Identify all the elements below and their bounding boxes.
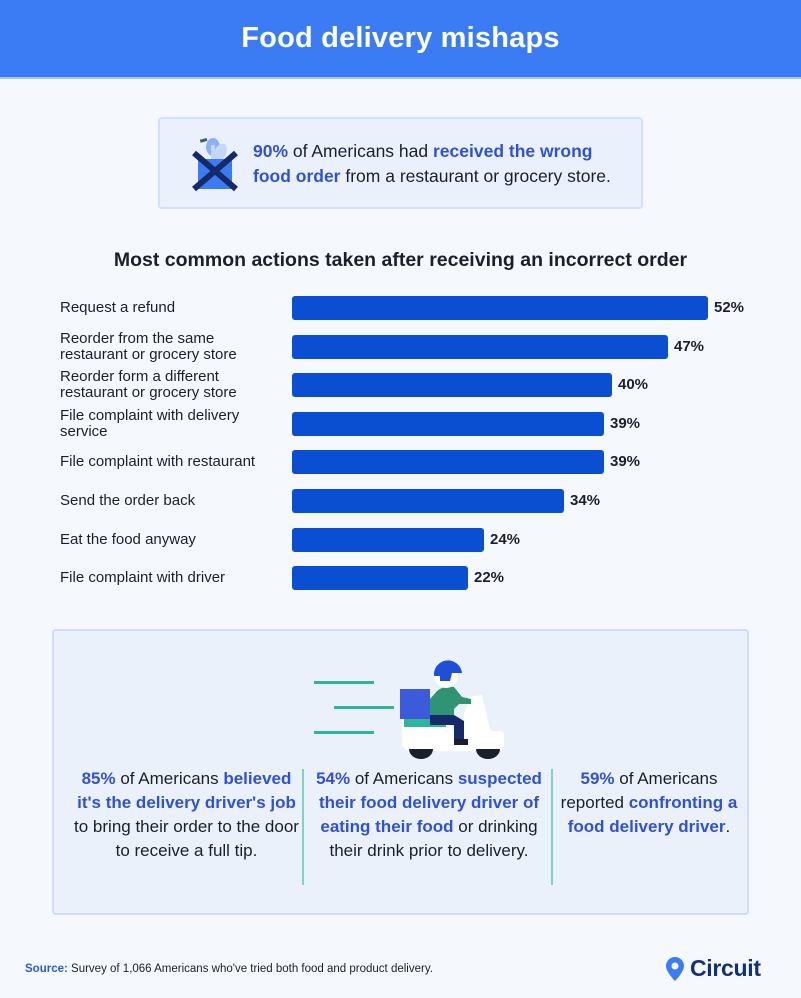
callout-stat: 90% (253, 141, 289, 161)
bar (292, 527, 484, 552)
divider (302, 769, 304, 885)
chart-row: File complaint with driver 22% (0, 559, 801, 597)
bar (292, 450, 604, 475)
stat-text-before: of Americans (115, 769, 224, 788)
stat-driver-eating: 54% of Americans suspected their food de… (309, 767, 549, 863)
bar-chart: Request a refund 52% Reorder from the same… (0, 289, 801, 597)
chart-row: Reorder from the same restaurant or groc… (0, 328, 801, 366)
bar-label: Request a refund (60, 299, 176, 316)
stat-text-after: to bring their order to the door to rece… (74, 817, 299, 860)
stats-panel: 85% of Americans believed it's the deliv… (52, 629, 749, 915)
callout-highlight: received the wrong food order (253, 141, 593, 186)
source-text: Survey of 1,066 Americans who've tried b… (67, 963, 433, 975)
header-banner: Food delivery mishaps (0, 0, 801, 79)
stat-text-before: of Americans reported (560, 769, 718, 812)
stat-driver-job: 85% of Americans believed it's the deliv… (74, 767, 299, 863)
callout-box: 90% of Americans had received the wrong … (158, 117, 643, 209)
callout-text: 90% of Americans had received the wrong … (253, 139, 633, 189)
chart-row: Eat the food anyway 24% (0, 521, 801, 559)
bar-label: Eat the food anyway (60, 530, 196, 548)
bar-label: File complaint with driver (60, 569, 226, 587)
bar (292, 334, 668, 359)
bar-label: Reorder form a different restaurant or g… (60, 368, 237, 402)
chart-title: Most common actions taken after receivin… (113, 249, 688, 271)
source-label: Source: (25, 963, 68, 975)
stat-highlight: believed it's the delivery driver's job (77, 769, 296, 812)
bar-label: File complaint with delivery service (60, 406, 240, 440)
bar-label: Reorder from the same restaurant or groc… (60, 329, 237, 363)
bar-value: 39% (610, 414, 641, 432)
page-title: Food delivery mishaps (241, 22, 560, 54)
callout-text-before: of Americans had (288, 141, 433, 161)
chart-row: Reorder form a different restaurant or g… (0, 366, 801, 404)
stat-text-after: or drinking their drink prior to deliver… (329, 817, 538, 860)
stat-confronting-driver: 59% of Americans reported confronting a … (559, 767, 739, 839)
grocery-bag-crossed-icon (192, 137, 238, 192)
bar-value: 34% (570, 492, 601, 509)
bar-value: 52% (714, 299, 745, 316)
stat-text-before: of Americans (350, 769, 458, 788)
callout-text-after: from a restaurant or grocery store. (340, 166, 611, 186)
bar-value: 40% (618, 376, 649, 394)
logo-text: Circuit (690, 955, 761, 981)
stat-text-after: . (725, 817, 731, 836)
stat-value: 85% (81, 769, 116, 788)
bar-label: Send the order back (60, 492, 196, 509)
bar (292, 489, 564, 513)
bar-value: 24% (490, 530, 521, 548)
bar (292, 566, 468, 591)
bar-label: File complaint with restaurant (60, 453, 256, 471)
map-pin-icon (666, 956, 684, 981)
chart-row: File complaint with restaurant 39% (0, 443, 801, 481)
chart-row: File complaint with delivery service 39% (0, 405, 801, 443)
stat-highlight: confronting a food delivery driver (567, 793, 738, 836)
bar (292, 411, 604, 436)
scooter-delivery-icon (314, 660, 504, 759)
chart-row: Request a refund 52% (0, 289, 801, 327)
stat-highlight: suspected their food delivery driver of … (318, 769, 542, 836)
chart-row: Send the order back 34% (0, 482, 801, 520)
source-note: Source: Survey of 1,066 Americans who've… (25, 963, 433, 975)
circuit-logo: Circuit (666, 955, 761, 982)
stat-value: 59% (580, 769, 615, 788)
bar-value: 39% (610, 453, 641, 471)
stat-value: 54% (316, 769, 351, 788)
divider (551, 769, 553, 885)
bar-value: 47% (674, 337, 705, 355)
bar (292, 373, 612, 398)
bar (292, 296, 708, 320)
bar-value: 22% (474, 569, 505, 587)
